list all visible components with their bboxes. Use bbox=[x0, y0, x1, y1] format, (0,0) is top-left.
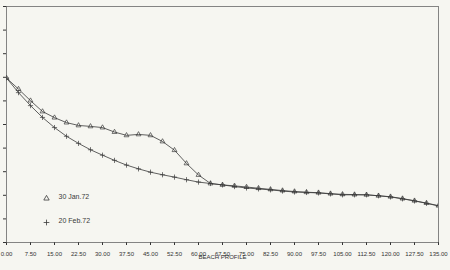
svg-text:30 Jan.72: 30 Jan.72 bbox=[59, 193, 90, 200]
svg-text:22.50: 22.50 bbox=[71, 251, 87, 257]
svg-text:45.00: 45.00 bbox=[143, 251, 159, 257]
svg-text:20 Feb.72: 20 Feb.72 bbox=[59, 217, 91, 224]
svg-text:97.50: 97.50 bbox=[311, 251, 327, 257]
svg-text:75.00: 75.00 bbox=[239, 250, 254, 257]
svg-text:105.00: 105.00 bbox=[333, 251, 352, 257]
svg-text:7.50: 7.50 bbox=[25, 251, 37, 257]
svg-text:135.00: 135.00 bbox=[429, 251, 448, 257]
svg-text:82.50: 82.50 bbox=[263, 251, 279, 257]
svg-text:120.00: 120.00 bbox=[381, 251, 400, 257]
svg-text:127.50: 127.50 bbox=[405, 251, 424, 257]
svg-text:30.00: 30.00 bbox=[95, 251, 111, 257]
svg-text:112.50: 112.50 bbox=[358, 251, 377, 257]
svg-text:37.50: 37.50 bbox=[119, 251, 135, 257]
svg-text:BEACH PROFILE: BEACH PROFILE bbox=[198, 254, 246, 260]
svg-text:52.50: 52.50 bbox=[167, 251, 183, 257]
svg-text:0.00: 0.00 bbox=[1, 251, 13, 257]
svg-text:90.00: 90.00 bbox=[287, 251, 303, 257]
svg-text:15.00: 15.00 bbox=[47, 251, 63, 257]
